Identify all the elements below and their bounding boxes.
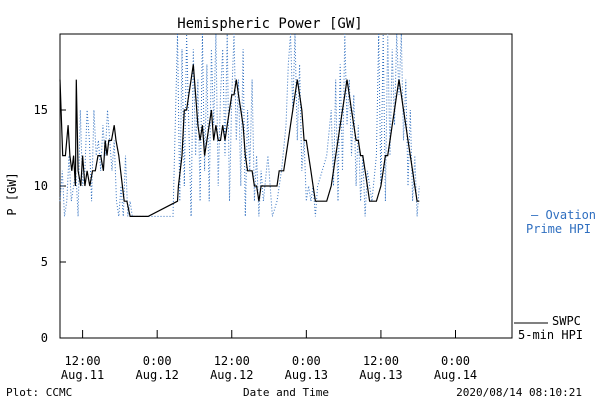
series-line-swpc [59,64,420,217]
y-tick-label: 15 [34,103,48,117]
legend-swpc-line1: SWPC [552,314,581,328]
footer-left: Plot: CCMC [6,386,72,399]
y-tick-label: 10 [34,179,48,193]
x-tick-date: Aug.13 [359,368,402,382]
legend: — Ovation Prime HPI SWPC 5-min HPI [514,208,596,342]
series-layer [59,33,420,217]
x-tick-date: Aug.11 [61,368,104,382]
y-tick-label: 5 [41,255,48,269]
legend-ovation-line1: — Ovation [531,208,596,222]
footer-right: 2020/08/14 08:10:21 [456,386,582,399]
y-ticks: 0 5 10 15 [34,103,66,345]
legend-swpc-line2: 5-min HPI [518,328,583,342]
series-line-ovation [59,33,420,217]
chart-title: Hemispheric Power [GW] [177,16,362,32]
y-axis-label: P [GW] [5,172,19,215]
x-tick-time: 12:00 [65,354,101,368]
x-tick-date: Aug.12 [136,368,179,382]
x-ticks: 12:00Aug.110:00Aug.1212:00Aug.120:00Aug.… [61,330,477,382]
x-tick-time: 12:00 [214,354,250,368]
x-tick-time: 0:00 [143,354,172,368]
x-tick-date: Aug.14 [434,368,477,382]
x-tick-time: 0:00 [292,354,321,368]
x-tick-date: Aug.12 [210,368,253,382]
x-tick-date: Aug.13 [285,368,328,382]
legend-ovation-line2: Prime HPI [526,222,591,236]
plot-frame [59,33,513,339]
footer-center: Date and Time [243,386,329,399]
x-tick-time: 12:00 [363,354,399,368]
y-tick-label: 0 [41,331,48,345]
x-tick-time: 0:00 [441,354,470,368]
